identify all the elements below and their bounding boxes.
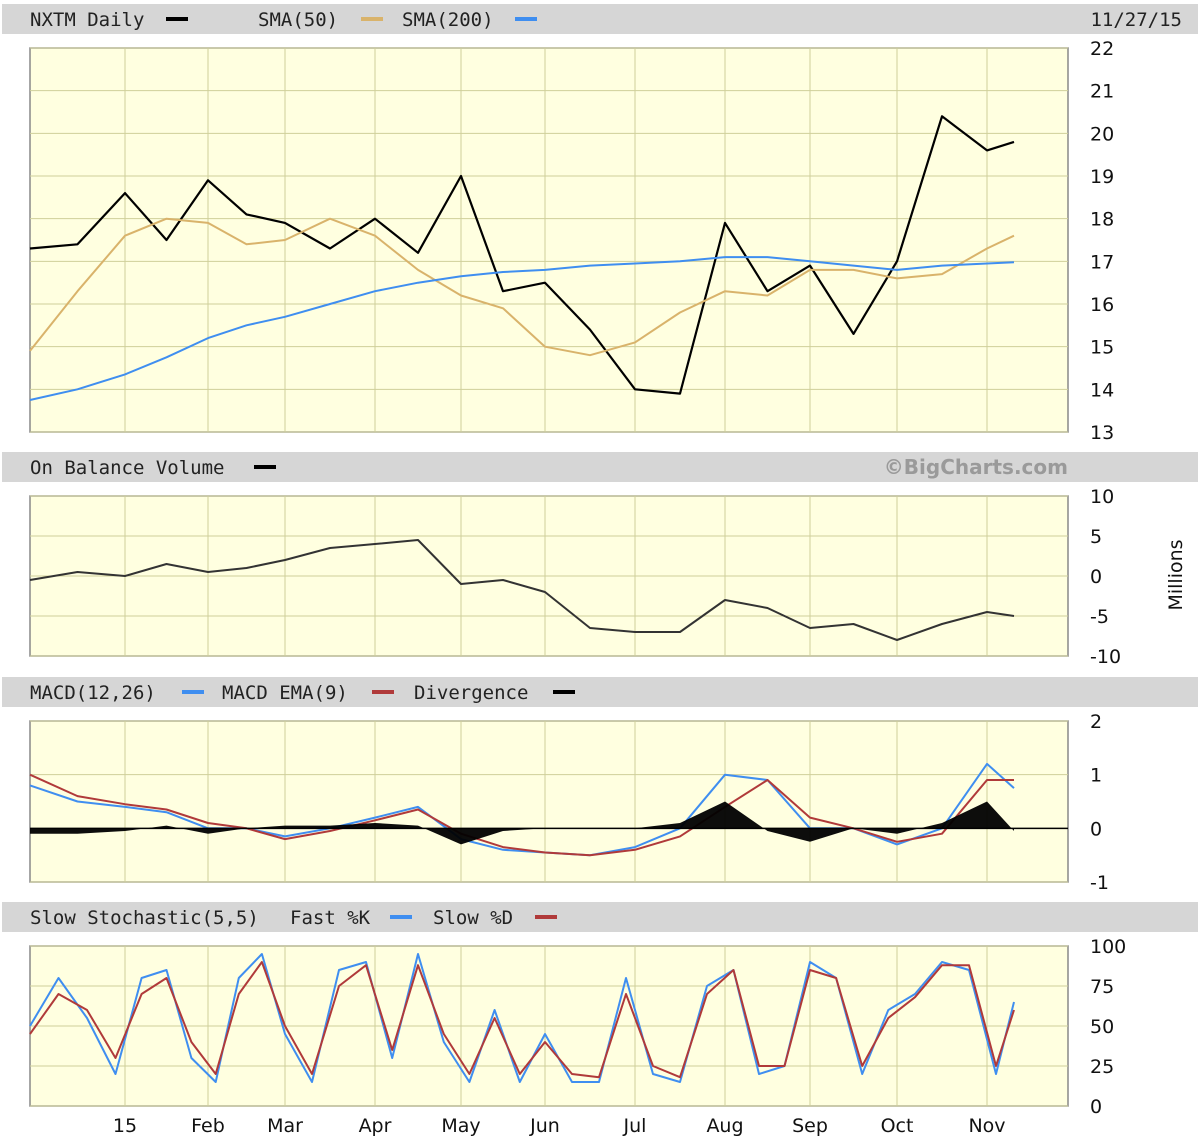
- stoch-header-bar: [2, 902, 1198, 932]
- price-ytick-label: 17: [1090, 251, 1114, 273]
- x-axis-label: May: [441, 1115, 480, 1137]
- x-axis-label: 15: [113, 1115, 137, 1137]
- macd-background: [29, 720, 1069, 883]
- slow-d-line: [29, 961, 1015, 1079]
- obv-ytick-label: 10: [1090, 486, 1114, 508]
- x-axis-label: Sep: [792, 1115, 828, 1137]
- price-ytick-label: 15: [1090, 337, 1114, 359]
- obv-ytick-label: -10: [1090, 646, 1121, 668]
- price-ytick-label: 20: [1090, 123, 1114, 145]
- stoch-label: Slow Stochastic(5,5): [30, 907, 259, 929]
- sma-50--line: [29, 217, 1015, 357]
- sma200-legend-swatch: [515, 17, 537, 21]
- slow-d-legend-swatch: [535, 915, 557, 919]
- obv-ytick-label: -5: [1090, 606, 1109, 628]
- x-axis-label: Jul: [623, 1115, 647, 1137]
- price-legend-swatch: [166, 17, 188, 21]
- price-ytick-label: 13: [1090, 422, 1114, 444]
- macd-label: MACD(12,26): [30, 682, 156, 704]
- x-axis-label: Oct: [881, 1115, 914, 1137]
- price-ytick-label: 18: [1090, 209, 1114, 231]
- macd-ytick-label: 2: [1090, 711, 1102, 733]
- stochastic-ytick-label: 100: [1090, 936, 1126, 958]
- x-axis-label: Aug: [706, 1115, 743, 1137]
- nxtm-daily-line: [29, 115, 1015, 395]
- ticker-label: NXTM Daily: [30, 9, 144, 31]
- macd-ytick-label: -1: [1090, 872, 1109, 894]
- price-ytick-label: 22: [1090, 38, 1114, 60]
- sma200-label: SMA(200): [402, 9, 494, 31]
- x-axis-label: Mar: [267, 1115, 303, 1137]
- macd-legend-swatch: [182, 690, 204, 694]
- stochastic-ytick-label: 50: [1090, 1016, 1114, 1038]
- stochastic-ytick-label: 75: [1090, 976, 1114, 998]
- slow-d-label: Slow %D: [433, 907, 513, 929]
- chart-date: 11/27/15: [1090, 9, 1182, 31]
- fast-k-label: Fast %K: [290, 907, 371, 929]
- macd-header-bar: [2, 677, 1198, 707]
- price-panel: 22 21 20 19 18 17 16 15 14 13: [29, 38, 1114, 444]
- obv-panel: 10 5 0 -5 -10: [29, 486, 1121, 668]
- macd-ema-9--line: [29, 773, 1014, 857]
- fast-k-legend-swatch: [390, 915, 412, 919]
- price-ytick-label: 16: [1090, 294, 1114, 316]
- macd-ytick-label: 1: [1090, 765, 1102, 787]
- price-ytick-label: 19: [1090, 166, 1114, 188]
- stochastic-ytick-label: 0: [1090, 1096, 1102, 1118]
- sma-200--line: [29, 256, 1015, 401]
- stochastic-panel: 100 75 50 25 0: [29, 936, 1126, 1118]
- x-axis-label: Apr: [359, 1115, 392, 1137]
- divergence-legend-swatch: [553, 690, 575, 694]
- obv-ytick-label: 5: [1090, 526, 1102, 548]
- x-axis-label: Jun: [529, 1115, 560, 1137]
- divergence-label: Divergence: [414, 682, 528, 704]
- obv-unit-label: Millions: [1165, 539, 1187, 610]
- sma50-legend-swatch: [361, 17, 383, 21]
- x-axis: 15 Feb Mar Apr May Jun Jul Aug Sep Oct Nov: [113, 1115, 1006, 1137]
- price-ytick-label: 21: [1090, 81, 1114, 103]
- on-balance-volume-line: [29, 539, 1015, 641]
- x-axis-label: Feb: [191, 1115, 225, 1137]
- obv-header-bar: [2, 452, 1198, 482]
- obv-ytick-label: 0: [1090, 566, 1102, 588]
- obv-legend-swatch: [254, 465, 276, 469]
- ema-legend-swatch: [372, 690, 394, 694]
- macd-ytick-label: 0: [1090, 818, 1102, 840]
- x-axis-label: Nov: [968, 1115, 1005, 1137]
- sma50-label: SMA(50): [258, 9, 338, 31]
- bigcharts-credit: ©BigCharts.com: [884, 455, 1068, 479]
- obv-label: On Balance Volume: [30, 457, 224, 479]
- price-background: [29, 47, 1069, 433]
- stochastic-ytick-label: 25: [1090, 1056, 1114, 1078]
- price-ytick-label: 14: [1090, 379, 1114, 401]
- macd-ema-label: MACD EMA(9): [222, 682, 348, 704]
- fast-k-line: [29, 953, 1015, 1083]
- price-header-bar: [2, 4, 1198, 34]
- macd-panel: 2 1 0 -1: [29, 711, 1109, 894]
